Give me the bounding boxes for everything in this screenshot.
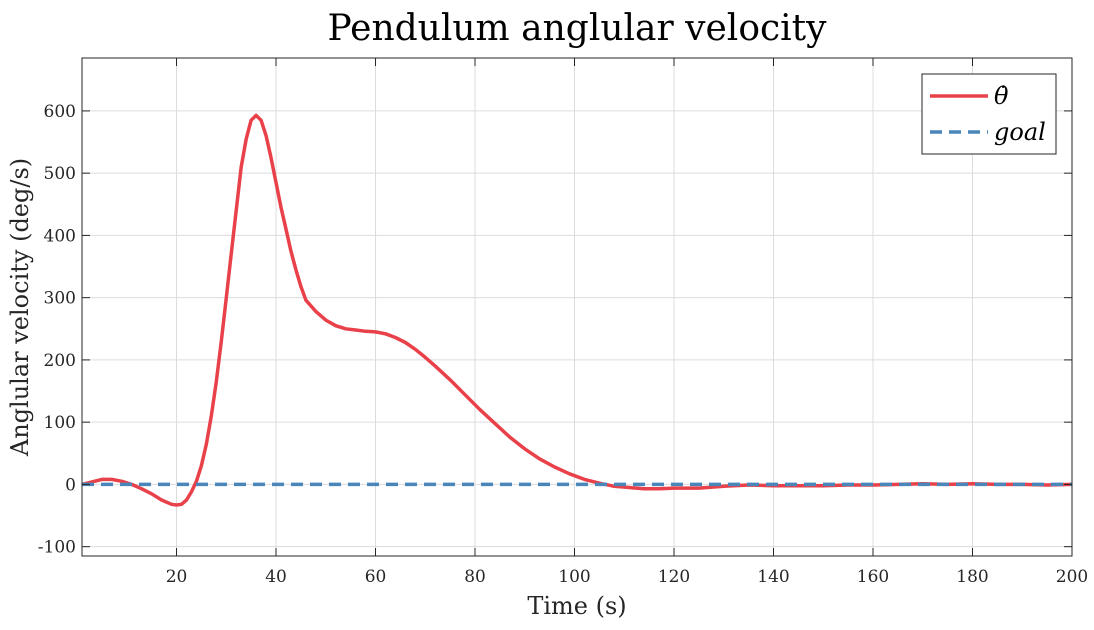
y-tick-label: 600	[44, 102, 76, 122]
legend-label-goal: goal	[994, 118, 1046, 146]
axes-box	[81, 57, 1073, 557]
legend: θ̇ goal	[921, 73, 1057, 155]
x-tick-label: 80	[464, 567, 486, 587]
y-tick-label: 500	[44, 164, 76, 184]
y-tick-label: 400	[44, 226, 76, 246]
y-tick-label: 200	[44, 351, 76, 371]
legend-label-theta-dot: θ̇	[994, 82, 1009, 110]
legend-box	[921, 73, 1057, 155]
x-tick-label: 140	[757, 567, 789, 587]
x-tick-label: 200	[1056, 567, 1088, 587]
x-axis-label: Time (s)	[527, 592, 626, 620]
tick-labels: 20 40 60 80 100 120 140 160 180 200 -100 0 100 200 300…	[38, 102, 1088, 587]
y-axis-label: Anglular velocity (deg/s)	[6, 158, 34, 457]
x-tick-label: 60	[365, 567, 387, 587]
x-tick-label: 180	[956, 567, 988, 587]
x-tick-label: 40	[265, 567, 287, 587]
x-tick-label: 20	[166, 567, 188, 587]
series-layer	[81, 113, 1073, 507]
tick-marks	[82, 58, 1073, 556]
chart-title: Pendulum anglular velocity	[328, 8, 828, 49]
y-tick-label: 0	[65, 475, 76, 495]
y-tick-label: 100	[44, 413, 76, 433]
x-tick-label: 100	[558, 567, 590, 587]
y-tick-label: 300	[44, 289, 76, 309]
x-tick-label: 120	[658, 567, 690, 587]
x-tick-label: 160	[857, 567, 889, 587]
y-tick-label: -100	[38, 538, 76, 558]
